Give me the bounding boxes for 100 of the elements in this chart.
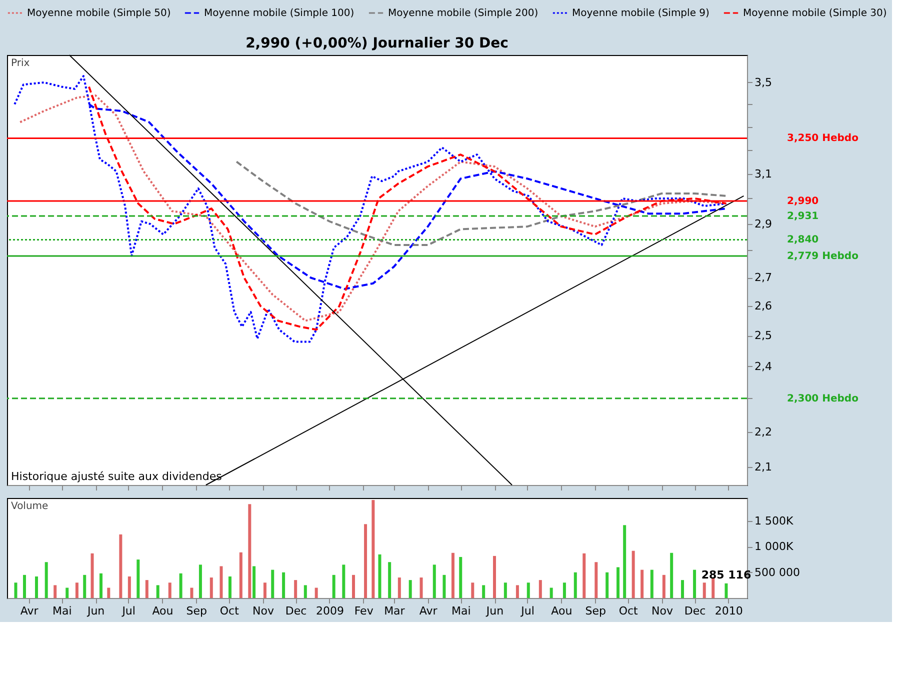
bar	[119, 534, 122, 598]
bar	[83, 574, 86, 598]
bar	[693, 570, 696, 598]
bar	[670, 552, 674, 598]
bar	[372, 500, 375, 598]
bar	[220, 566, 223, 598]
x-tick-label: Avr	[20, 604, 39, 618]
y-tick-label: 2,5	[754, 329, 772, 342]
legend-label: Moyenne mobile (Simple 50)	[27, 8, 171, 19]
bar	[156, 585, 160, 598]
bar	[526, 582, 530, 598]
annotation: Historique ajusté suite aux dividendes	[11, 470, 222, 483]
bar	[271, 570, 274, 598]
ref-line-label: 2,840	[787, 234, 819, 246]
bar	[263, 582, 266, 598]
y-tick-label: 2,9	[754, 217, 772, 230]
y-tick-label: 2,2	[754, 425, 772, 438]
bar	[332, 574, 336, 598]
bar	[538, 580, 542, 598]
y-tick-label: 2,6	[754, 300, 772, 313]
bar	[66, 588, 69, 598]
x-tick-label: Sep	[585, 604, 606, 618]
bar	[90, 553, 94, 598]
bar	[190, 588, 194, 598]
x-tick-label: 2010	[714, 604, 743, 618]
bar	[650, 570, 654, 598]
x-tick-label: Jun	[485, 604, 504, 618]
y-tick-label: 2,7	[754, 271, 772, 284]
bar	[408, 580, 412, 598]
bar	[128, 576, 131, 598]
x-tick-label: Nov	[652, 604, 674, 618]
bar	[294, 580, 298, 598]
bar	[352, 574, 355, 598]
bar	[100, 573, 103, 598]
bar	[168, 582, 172, 598]
x-tick-label: 2009	[316, 604, 344, 618]
bar	[562, 582, 566, 598]
bar	[516, 585, 519, 598]
x-tick-label: Jul	[121, 604, 136, 618]
bar	[712, 577, 715, 598]
bar	[248, 504, 252, 598]
annotation: 285 116	[701, 568, 752, 582]
ref-line-label: 2,931	[787, 210, 819, 222]
x-tick-label: Mar	[384, 604, 406, 618]
bar	[145, 580, 148, 598]
y-axis-title: Volume	[11, 501, 48, 512]
y-tick-label: 1 500K	[754, 514, 794, 528]
bar	[75, 582, 78, 598]
bar	[594, 562, 598, 598]
bar	[582, 553, 586, 598]
bar	[574, 572, 577, 598]
bar	[239, 552, 242, 598]
ref-line-label: 2,779 Hebdo	[787, 251, 859, 262]
bar	[482, 585, 486, 598]
x-tick-label: Nov	[252, 604, 274, 618]
bar	[107, 588, 110, 598]
bar	[550, 588, 553, 598]
chart-title: 2,990 (+0,00%) Journalier 30 Dec	[246, 36, 508, 52]
bar	[210, 577, 213, 598]
bar	[136, 560, 140, 598]
bar	[364, 524, 368, 598]
bar	[304, 585, 307, 598]
bar	[398, 577, 401, 598]
ref-line-label: 3,250 Hebdo	[787, 133, 859, 144]
bar	[378, 554, 382, 598]
bar	[623, 525, 626, 598]
bar	[388, 562, 392, 598]
x-tick-label: Aou	[551, 604, 572, 618]
y-tick-label: 2,1	[754, 460, 772, 474]
y-tick-label: 2,4	[754, 360, 772, 373]
bar	[22, 574, 26, 598]
bar	[681, 580, 684, 598]
x-tick-label: Fev	[354, 604, 374, 618]
x-tick-label: Oct	[220, 604, 240, 618]
x-tick-label: Sep	[186, 604, 207, 618]
bar	[54, 585, 57, 598]
bar	[342, 564, 346, 598]
y-tick-label: 1 000K	[754, 540, 794, 554]
x-tick-label: Avr	[419, 604, 438, 618]
bar	[702, 582, 706, 598]
x-tick-label: Jul	[520, 604, 534, 618]
x-tick-label: Mai	[52, 604, 72, 618]
bar	[459, 556, 462, 598]
x-tick-label: Dec	[684, 604, 706, 618]
bar	[662, 574, 666, 598]
bar	[493, 556, 496, 598]
legend-label: Moyenne mobile (Simple 200)	[388, 8, 538, 19]
bar	[471, 582, 474, 598]
bar	[442, 574, 446, 598]
x-tick-label: Oct	[618, 604, 639, 618]
bar	[179, 573, 182, 598]
y-tick-label: 3,5	[754, 76, 772, 89]
bar	[616, 567, 620, 598]
bar	[198, 564, 202, 598]
bar	[432, 564, 436, 598]
bar	[606, 572, 609, 598]
bar	[504, 582, 507, 598]
line-series	[19, 94, 728, 322]
bar	[14, 582, 18, 598]
bar	[44, 562, 48, 598]
